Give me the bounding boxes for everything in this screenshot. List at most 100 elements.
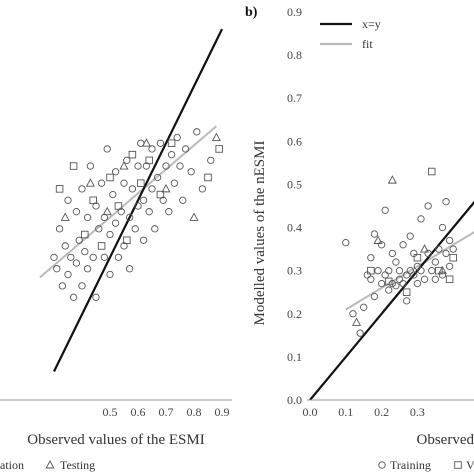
panel-a-point-training <box>125 265 134 273</box>
panel-a-point-training <box>123 156 131 165</box>
panel-b-y-ticks: 0.0 0.1 0.2 0.3 0.4 0.5 0.6 0.7 0.8 0.9 <box>287 5 302 407</box>
panel-b-point-training <box>377 279 386 288</box>
panel-b-point-validation <box>445 275 454 284</box>
panel-b-y-tick-label: 0.0 <box>287 393 302 407</box>
panel-b-point-validation <box>449 253 457 262</box>
panel-a-point-validation <box>97 242 106 250</box>
panel-b-line-legend: x=y fit <box>320 17 381 51</box>
panel-a-point-training <box>78 282 86 290</box>
panel-a-point-training <box>120 242 128 250</box>
panel-a-point-training <box>97 179 106 187</box>
panel-b-point-training <box>381 206 389 214</box>
panel-b-point-training <box>442 249 450 258</box>
panel-a-point-training <box>106 270 114 279</box>
panel-b-y-tick-label: 0.7 <box>287 91 302 105</box>
panel-a-x-tick-label: 0.6 <box>131 405 146 419</box>
panel-a-point-training <box>173 133 181 142</box>
panel-a-point-training <box>83 213 92 222</box>
panel-b-y-tick-label: 0.9 <box>287 5 302 19</box>
panel-b-point-training <box>356 329 364 337</box>
panel-b-legend-marker-v <box>454 461 462 469</box>
panel-b-point-training <box>392 258 400 266</box>
panel-a-point-training <box>187 168 195 176</box>
panel-a-point-validation <box>145 156 153 165</box>
panel-a-point-training <box>111 168 120 176</box>
panel-a-point-training <box>198 185 207 193</box>
panel-a-x-tick-label: 0.5 <box>103 405 118 419</box>
panel-a-point-validation <box>89 196 97 205</box>
panel-b-point-training <box>399 279 407 288</box>
panel-a-point-training <box>95 225 103 233</box>
panel-b-point-training <box>395 267 404 275</box>
panel-b-point-training <box>413 279 422 288</box>
panel-b-point-training <box>388 249 396 258</box>
panel-a-x-tick-label: 0.9 <box>215 405 230 419</box>
panel-a-point-training <box>159 196 167 204</box>
panel-a-point-validation <box>106 173 114 182</box>
panel-a-point-training <box>151 225 159 233</box>
panel-a-point-validation <box>215 145 223 153</box>
panel-a-point-training <box>165 208 173 216</box>
panel-b-point-training <box>417 215 425 223</box>
panel-b-point-training <box>420 275 429 283</box>
panel-a-point-validation <box>81 230 89 239</box>
panel-a-point-training <box>72 259 81 267</box>
panel-b-point-training <box>406 267 414 275</box>
panel-b-point-training <box>424 202 432 210</box>
panel-b-point-validation <box>367 266 375 275</box>
panel-a-point-training <box>53 265 61 273</box>
panel-a-point-training <box>89 253 97 262</box>
panel-b-point-training <box>431 275 439 283</box>
panel-b-point-training <box>417 267 425 275</box>
panel-b-x-axis-label: Observed <box>417 432 474 448</box>
panel-b-y-axis-label: Modelled values of the nESMI <box>252 141 268 326</box>
panel-b-y-tick-label: 0.5 <box>287 177 302 191</box>
panel-b-legend-label: Training <box>390 458 431 472</box>
panel-a-point-training <box>125 213 134 222</box>
panel-a: 0.5 0.6 0.7 0.8 0.9 Observed values of the E… <box>0 28 232 472</box>
panel-b-point-training <box>424 249 432 258</box>
panel-a-legend-label: ation <box>0 458 24 472</box>
panel-b-y-tick-label: 0.1 <box>287 350 302 364</box>
panel-b-legend-marker-training <box>378 461 386 469</box>
panel-b-legend-label: V <box>466 458 474 472</box>
panel-b-point-training <box>342 238 350 247</box>
panel-a-point-training <box>111 219 120 227</box>
panel-a-legend-marker-testing <box>45 460 55 469</box>
panel-a-point-testing <box>189 212 199 221</box>
panel-a-point-training <box>167 150 176 159</box>
panel-b-point-testing <box>351 317 362 326</box>
panel-a-point-training <box>162 162 170 170</box>
panel-a-point-training <box>145 208 153 216</box>
panel-a-point-training <box>120 179 128 187</box>
panel-a-point-validation <box>204 173 212 182</box>
panel-a-point-training <box>131 225 139 233</box>
panel-a-point-training <box>83 265 92 273</box>
panel-b-x-tick-label: 0.1 <box>338 405 353 419</box>
panel-a-point-training <box>139 196 148 204</box>
panel-a-x-ticks: 0.5 0.6 0.7 0.8 0.9 <box>103 405 230 419</box>
panel-b-point-training <box>367 275 375 283</box>
panel-a-point-testing <box>60 212 70 221</box>
panel-b-point-training <box>435 245 443 253</box>
panel-b-point-training <box>370 292 379 301</box>
panel-a-point-testing <box>102 206 112 216</box>
panel-a-plot-area <box>39 28 223 372</box>
panel-b-point-training <box>377 241 386 249</box>
panel-a-point-training <box>92 202 100 210</box>
panel-a-point-training <box>117 208 125 216</box>
panel-a-point-validation <box>69 162 78 170</box>
panel-b-point-training <box>438 223 447 232</box>
panel-b-point-training <box>399 241 407 249</box>
panel-a-point-training <box>181 145 190 153</box>
panel-a-point-training <box>86 162 95 170</box>
panel-a-point-training <box>64 196 72 204</box>
panel-a-point-training <box>176 162 184 170</box>
panel-a-point-training <box>75 236 83 244</box>
panel-b: b) Modelled values of the nESMI 0.00.10.… <box>245 5 474 472</box>
panel-a-point-training <box>139 236 148 244</box>
panel-a-point-training <box>69 293 78 301</box>
panel-a-point-training <box>78 185 86 193</box>
panel-a-point-training <box>148 145 156 153</box>
